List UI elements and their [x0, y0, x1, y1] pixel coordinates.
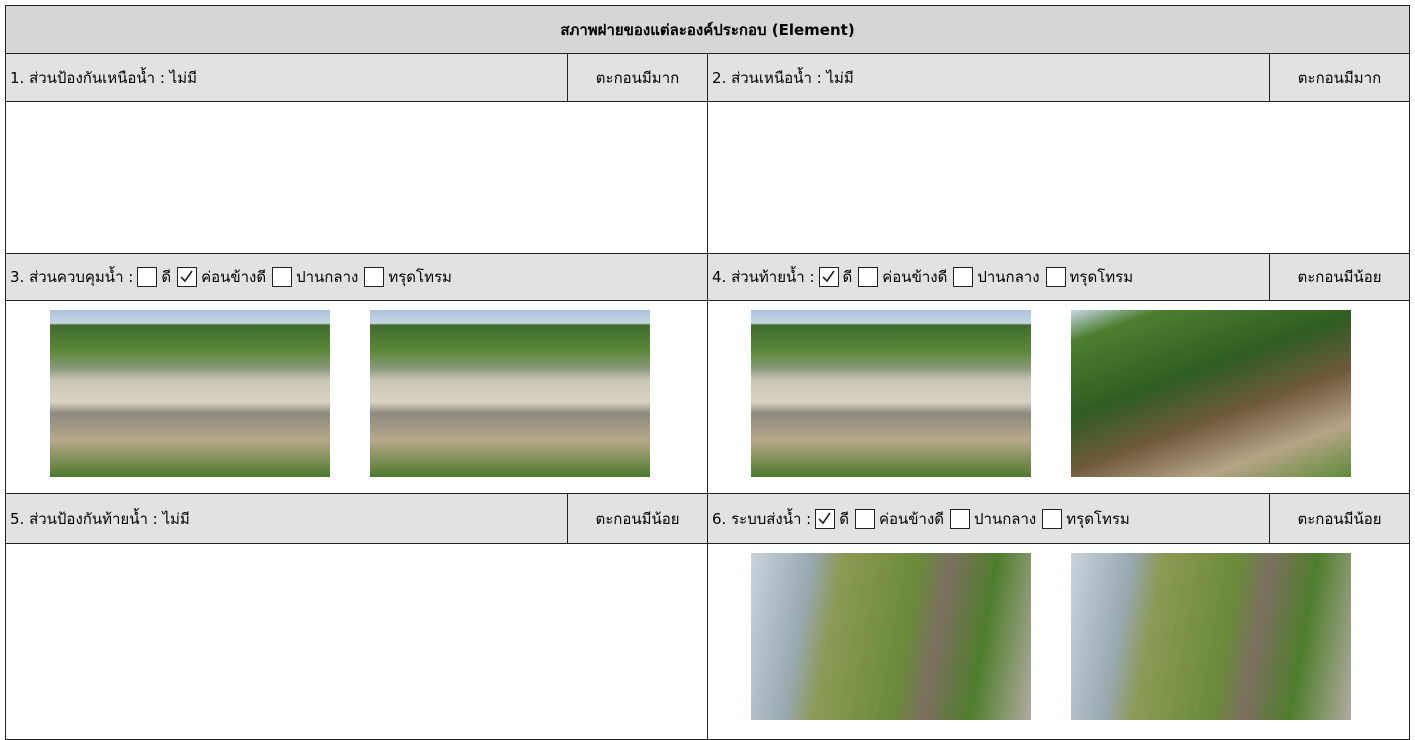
checkbox	[818, 267, 839, 287]
section-label: 4. ส่วนท้ายน้ำ :	[712, 268, 815, 286]
section-status: ตะกอนมีมาก	[567, 53, 708, 102]
section-header: 3. ส่วนควบคุมน้ำ : ดี ค่อนข้างดี ปานกลาง ทรุ…	[5, 253, 708, 301]
option-label: ดี	[842, 268, 853, 286]
checkbox	[137, 267, 158, 287]
check-mark	[821, 270, 835, 283]
section-label: 1. ส่วนป้องกันเหนือน้ำ : ไม่มี	[10, 68, 197, 87]
content-cell	[5, 543, 708, 740]
photo	[751, 310, 1031, 477]
photo	[370, 310, 650, 477]
check-mark	[818, 512, 831, 524]
checkbox	[177, 267, 198, 287]
checkbox	[364, 267, 385, 287]
option-label: ปานกลาง	[974, 509, 1037, 528]
content-cell	[707, 101, 1410, 254]
section-label: 3. ส่วนควบคุมน้ำ :	[10, 268, 134, 286]
option-label: ค่อนข้างดี	[882, 268, 948, 286]
section-status: ตะกอนมีน้อย	[1269, 253, 1410, 301]
section-status: ตะกอนมีน้อย	[1269, 493, 1410, 544]
checkbox	[854, 508, 875, 529]
section-header: 6. ระบบส่งน้ำ : ดี ค่อนข้างดี ปานกลาง ทรุดโท…	[707, 493, 1270, 544]
content-cell	[5, 300, 708, 494]
option-label: ทรุดโทรม	[388, 268, 452, 286]
table-title: สภาพฝายของแต่ละองค์ประกอบ (Element)	[5, 5, 1410, 54]
checkbox	[1045, 267, 1066, 287]
option-label: ปานกลาง	[296, 268, 359, 286]
option-label: ดี	[839, 509, 849, 528]
section-header: 5. ส่วนป้องกันท้ายน้ำ : ไม่มี	[5, 493, 568, 544]
section-header: 4. ส่วนท้ายน้ำ : ดี ค่อนข้างดี ปานกลาง ทรุดโ…	[707, 253, 1270, 301]
check-mark	[180, 270, 193, 283]
section-label: 2. ส่วนเหนือน้ำ : ไม่มี	[712, 68, 854, 87]
check-mark-path	[821, 270, 835, 283]
option-label: ทรุดโทรม	[1066, 509, 1130, 528]
checkbox	[272, 267, 293, 287]
photo	[1071, 310, 1351, 477]
section-header: 2. ส่วนเหนือน้ำ : ไม่มี	[707, 53, 1270, 102]
checkbox	[953, 267, 974, 287]
content-cell	[5, 101, 708, 254]
checkbox	[950, 508, 971, 529]
option-label: ปานกลาง	[977, 268, 1040, 286]
checkbox	[858, 267, 879, 287]
photo	[751, 553, 1031, 720]
option-label: ดี	[161, 268, 172, 286]
check-mark-path	[180, 270, 193, 283]
photo	[50, 310, 330, 477]
option-label: ทรุดโทรม	[1069, 268, 1134, 286]
content-cell	[707, 543, 1410, 740]
content-cell	[707, 300, 1410, 494]
check-mark-path	[818, 512, 831, 524]
photo	[1071, 553, 1351, 720]
section-label: 5. ส่วนป้องกันท้ายน้ำ : ไม่มี	[10, 509, 190, 528]
section-label: 6. ระบบส่งน้ำ :	[712, 509, 812, 528]
section-status: ตะกอนมีน้อย	[567, 493, 708, 544]
option-label: ค่อนข้างดี	[878, 509, 945, 528]
option-label: ค่อนข้างดี	[201, 268, 267, 286]
section-status: ตะกอนมีมาก	[1269, 53, 1410, 102]
section-header: 1. ส่วนป้องกันเหนือน้ำ : ไม่มี	[5, 53, 568, 102]
checkbox	[815, 508, 836, 529]
checkbox	[1042, 508, 1063, 529]
